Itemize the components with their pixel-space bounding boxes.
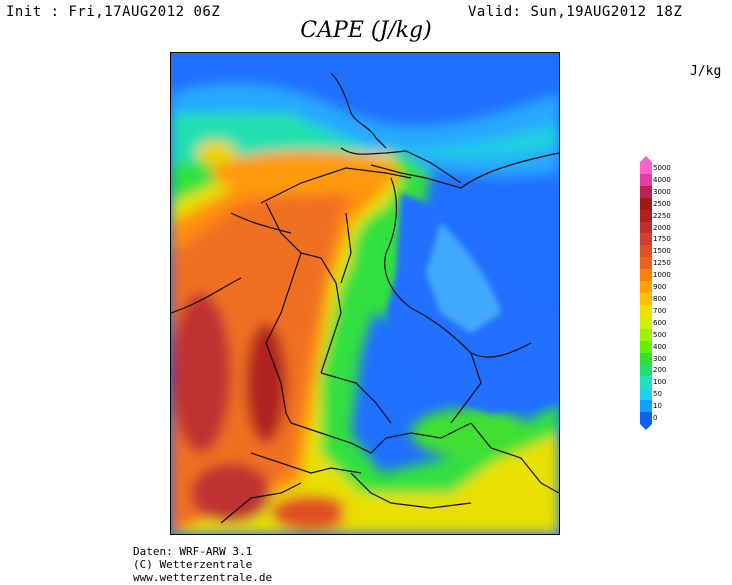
colorbar-tick-label: 3000	[653, 187, 671, 196]
colorbar-tick-label: 900	[653, 283, 667, 292]
colorbar-segment	[640, 185, 652, 198]
legend-unit: J/kg	[690, 64, 722, 79]
colorbar-segment	[640, 352, 652, 365]
colorbar-segment	[640, 340, 652, 353]
colorbar-segment	[640, 376, 652, 389]
footer-data-source: Daten: WRF-ARW 3.1	[133, 545, 253, 558]
colorbar-segment	[640, 364, 652, 377]
colorbar-segment	[640, 221, 652, 234]
colorbar-tick-label: 100	[653, 378, 667, 387]
colorbar-segment	[640, 245, 652, 258]
colorbar-tick-label: 2500	[653, 199, 671, 208]
colorbar-segment	[640, 400, 652, 413]
colorbar-segment	[640, 388, 652, 401]
colorbar-segment	[640, 209, 652, 222]
colorbar-segment	[640, 412, 652, 425]
footer-website: www.wetterzentrale.de	[133, 571, 273, 584]
cape-field-image	[171, 53, 559, 534]
colorbar-tick-label: 700	[653, 306, 667, 315]
cape-map	[170, 52, 560, 535]
colorbar-tick-label: 800	[653, 294, 667, 303]
colorbar-segment	[640, 197, 652, 210]
colorbar-segment	[640, 233, 652, 246]
colorbar-segment	[640, 269, 652, 282]
colorbar-tick-label: 10	[653, 402, 662, 411]
colorbar-top-arrow	[640, 156, 652, 162]
colorbar-tick-label: 50	[653, 390, 662, 399]
colorbar-tick-label: 5000	[653, 163, 671, 172]
colorbar-segment	[640, 162, 652, 174]
colorbar-segment	[640, 316, 652, 329]
colorbar-tick-label: 300	[653, 354, 667, 363]
colorbar-tick-label: 1000	[653, 271, 671, 280]
colorbar-segment	[640, 257, 652, 270]
footer-copyright: (C) Wetterzentrale	[133, 558, 253, 571]
init-time-label: Init : Fri,17AUG2012 06Z	[6, 4, 221, 20]
colorbar-segment	[640, 173, 652, 186]
cape-colorbar	[640, 162, 652, 425]
colorbar-tick-label: 200	[653, 366, 667, 375]
colorbar-bottom-arrow	[640, 424, 652, 430]
colorbar-tick-label: 0	[653, 414, 658, 423]
colorbar-tick-label: 1500	[653, 247, 671, 256]
colorbar-segment	[640, 281, 652, 294]
colorbar-tick-label: 400	[653, 342, 667, 351]
colorbar-tick-label: 500	[653, 330, 667, 339]
colorbar-tick-label: 4000	[653, 175, 671, 184]
valid-time-label: Valid: Sun,19AUG2012 18Z	[468, 4, 683, 20]
colorbar-tick-label: 2250	[653, 211, 671, 220]
colorbar-tick-label: 600	[653, 318, 667, 327]
colorbar-segment	[640, 304, 652, 317]
colorbar-tick-label: 2000	[653, 223, 671, 232]
map-title: CAPE (J/kg)	[300, 18, 432, 43]
colorbar-segment	[640, 328, 652, 341]
colorbar-segment	[640, 293, 652, 305]
colorbar-tick-label: 1750	[653, 235, 671, 244]
country-borders	[171, 72, 559, 524]
colorbar-tick-label: 1250	[653, 259, 671, 268]
